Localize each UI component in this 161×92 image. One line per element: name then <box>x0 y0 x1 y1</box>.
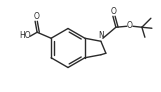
Text: HO: HO <box>19 31 31 40</box>
Text: O: O <box>127 21 133 30</box>
Text: O: O <box>33 12 39 21</box>
Text: N: N <box>98 31 104 40</box>
Text: O: O <box>111 7 117 16</box>
